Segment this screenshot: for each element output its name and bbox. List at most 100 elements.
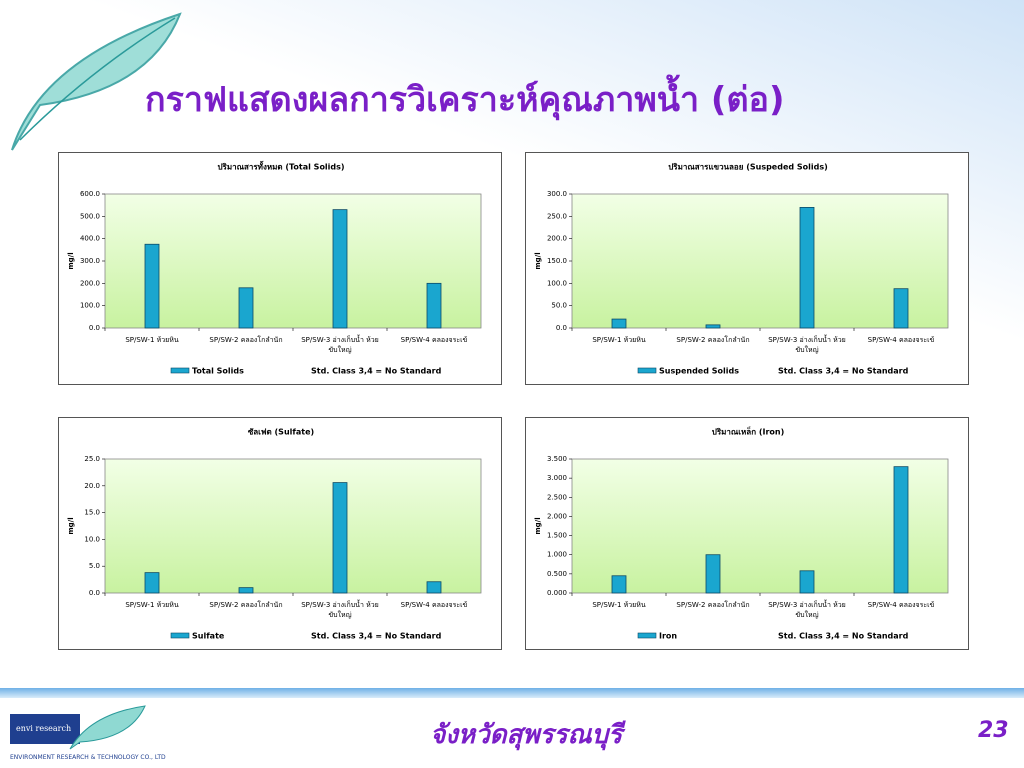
x-tick-label: SP/SW-3 อ่างเก็บน้ำ ห้วยขับใหญ่: [301, 601, 379, 619]
chart-note: Std. Class 3,4 = No Standard: [778, 367, 909, 376]
x-tick-label: SP/SW-3 อ่างเก็บน้ำ ห้วยขับใหญ่: [768, 601, 846, 619]
y-tick-label: 2.000: [547, 512, 567, 520]
company-name: ENVIRONMENT RESEARCH & TECHNOLOGY CO., L…: [10, 754, 166, 761]
bar: [799, 207, 815, 329]
y-tick-label: 500.0: [80, 212, 100, 220]
x-tick-label: SP/SW-1 ห้วยหิน: [125, 336, 179, 344]
chart: ซัลเฟต (Sulfate) mg/l 0.0 5.0 10.0 15.0 20.0 25…: [58, 417, 502, 650]
bar: [893, 466, 909, 594]
y-tick-label: 5.0: [89, 562, 100, 570]
footer-text: จังหวัดสุพรรณบุรี: [430, 720, 623, 750]
logo-text: envi research: [16, 724, 71, 733]
legend-swatch: [637, 632, 657, 639]
y-axis-label: mg/l: [534, 517, 542, 534]
legend-swatch: [637, 367, 657, 374]
y-tick-label: 300.0: [547, 190, 567, 198]
bar: [426, 581, 442, 594]
y-tick-label: 3.500: [547, 455, 567, 463]
page-number: 23: [978, 718, 1009, 743]
y-tick-label: 100.0: [547, 279, 567, 287]
x-tick-label: SP/SW-4 คลองจระเข้: [400, 601, 468, 609]
logo: envi research ENVIRONMENT RESEARCH & TEC…: [10, 705, 166, 761]
chart: ปริมาณเหล็ก (Iron) mg/l 0.000 0.500 1.000 1.5…: [525, 417, 969, 650]
bar: [238, 287, 254, 329]
x-tick-label: SP/SW-4 คลองจระเข้: [400, 336, 468, 344]
legend-label: Sulfate: [192, 632, 225, 641]
footer-band: [0, 688, 1024, 698]
bar: [144, 243, 160, 329]
y-tick-label: 200.0: [80, 279, 100, 287]
y-tick-label: 1.500: [547, 532, 567, 540]
bar: [611, 318, 627, 329]
bar: [332, 482, 348, 594]
x-tick-label: SP/SW-2 คลองโกลำนัก: [209, 336, 283, 344]
chart-svg: ปริมาณสารแขวนลอย (Suspeded Solids) mg/l 0.…: [534, 163, 949, 376]
chart-title: ปริมาณสารทั้งหมด (Total Solids): [217, 161, 344, 172]
y-tick-label: 10.0: [84, 535, 100, 543]
y-tick-label: 0.0: [89, 589, 100, 597]
chart: ปริมาณสารแขวนลอย (Suspeded Solids) mg/l 0.…: [525, 152, 969, 385]
bar: [144, 572, 160, 594]
y-axis-label: mg/l: [67, 252, 75, 269]
y-tick-label: 300.0: [80, 257, 100, 265]
y-tick-label: 0.500: [547, 570, 567, 578]
legend-swatch: [170, 632, 190, 639]
legend-label: Suspended Solids: [659, 367, 739, 376]
y-axis-label: mg/l: [67, 517, 75, 534]
chart: ปริมาณสารทั้งหมด (Total Solids) mg/l 0.0 10…: [58, 152, 502, 385]
y-tick-label: 0.0: [556, 324, 567, 332]
chart-title: ปริมาณเหล็ก (Iron): [712, 426, 785, 437]
y-tick-label: 100.0: [80, 302, 100, 310]
plot-area: [571, 193, 949, 329]
y-axis-label: mg/l: [534, 252, 542, 269]
chart-svg: ซัลเฟต (Sulfate) mg/l 0.0 5.0 10.0 15.0 20.0 25…: [67, 428, 482, 641]
x-tick-label: SP/SW-2 คลองโกลำนัก: [676, 336, 750, 344]
y-tick-label: 0.000: [547, 589, 567, 597]
y-tick-label: 0.0: [89, 324, 100, 332]
slide-title: กราฟแสดงผลการวิเคราะห์คุณภาพน้ำ (ต่อ): [145, 80, 785, 120]
chart-note: Std. Class 3,4 = No Standard: [311, 632, 442, 641]
plot-area: [571, 458, 949, 594]
bar: [705, 554, 721, 594]
plot-area: [104, 193, 482, 329]
y-tick-label: 200.0: [547, 235, 567, 243]
bar: [893, 288, 909, 329]
bar: [611, 575, 627, 594]
chart-note: Std. Class 3,4 = No Standard: [311, 367, 442, 376]
x-tick-label: SP/SW-1 ห้วยหิน: [592, 601, 646, 609]
bar: [238, 587, 254, 594]
legend-label: Total Solids: [192, 367, 244, 376]
plot-area: [104, 458, 482, 594]
y-tick-label: 25.0: [84, 455, 100, 463]
x-tick-label: SP/SW-3 อ่างเก็บน้ำ ห้วยขับใหญ่: [768, 336, 846, 354]
leaf-decoration: [11, 12, 182, 151]
legend-label: Iron: [659, 632, 677, 641]
x-tick-label: SP/SW-2 คลองโกลำนัก: [209, 601, 283, 609]
x-tick-label: SP/SW-1 ห้วยหิน: [125, 601, 179, 609]
y-tick-label: 50.0: [551, 302, 567, 310]
chart-svg: ปริมาณเหล็ก (Iron) mg/l 0.000 0.500 1.000 1.5…: [534, 426, 949, 641]
chart-title: ปริมาณสารแขวนลอย (Suspeded Solids): [668, 163, 828, 172]
x-tick-label: SP/SW-4 คลองจระเข้: [867, 336, 935, 344]
chart-svg: ปริมาณสารทั้งหมด (Total Solids) mg/l 0.0 10…: [67, 161, 482, 376]
x-tick-label: SP/SW-3 อ่างเก็บน้ำ ห้วยขับใหญ่: [301, 336, 379, 354]
y-tick-label: 400.0: [80, 235, 100, 243]
y-tick-label: 2.500: [547, 493, 567, 501]
y-tick-label: 1.000: [547, 551, 567, 559]
chart-note: Std. Class 3,4 = No Standard: [778, 632, 909, 641]
y-tick-label: 150.0: [547, 257, 567, 265]
y-tick-label: 15.0: [84, 509, 100, 517]
y-tick-label: 250.0: [547, 212, 567, 220]
bar: [705, 324, 721, 329]
bar: [332, 209, 348, 329]
x-tick-label: SP/SW-2 คลองโกลำนัก: [676, 601, 750, 609]
y-tick-label: 600.0: [80, 190, 100, 198]
legend-swatch: [170, 367, 190, 374]
bar: [426, 282, 442, 329]
bar: [799, 570, 815, 594]
x-tick-label: SP/SW-1 ห้วยหิน: [592, 336, 646, 344]
y-tick-label: 3.000: [547, 474, 567, 482]
chart-title: ซัลเฟต (Sulfate): [248, 428, 314, 437]
x-tick-label: SP/SW-4 คลองจระเข้: [867, 601, 935, 609]
